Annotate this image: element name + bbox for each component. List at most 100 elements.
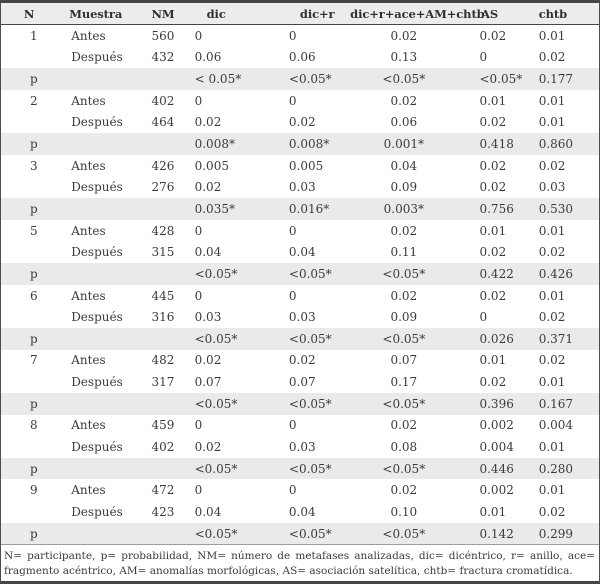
cell: 0.02 [479,115,507,130]
column-header-n: N [1,3,58,25]
table-row-p: p <0.05* <0.05* <0.05* 0.142 0.299 [1,522,599,545]
header-row: N Muestra NM dic dic+r dic+r+ace+AM+chtb… [1,3,599,25]
results-table: N Muestra NM dic dic+r dic+r+ace+AM+chtb… [1,3,599,545]
cell: 0.07 [288,375,316,390]
cell: 0.02 [390,93,418,108]
cell: 472 [151,483,175,498]
cell: <0.05* [350,68,458,90]
table-row-p: p <0.05* <0.05* <0.05* 0.422 0.426 [1,263,599,285]
cell: 0.13 [390,50,418,65]
cell: 0.09 [390,310,418,325]
cell: 0.002 [479,418,514,433]
table-row-antes: 5 Antes 428 0 0 0.02 0.01 0.01 [1,220,599,242]
cell: 0.02 [479,245,507,260]
cell: 0.008* [273,133,351,155]
cell: 0.02 [194,180,222,195]
cell [57,392,142,415]
cell [1,241,57,263]
cell: <0.05* [350,522,458,545]
cell [1,306,57,328]
cell: 560 [151,28,175,43]
cell [1,371,57,393]
cell: Después [71,439,123,454]
cell: 0.02 [479,158,507,173]
cell: 0.01 [538,223,566,238]
cell: 0 [288,418,297,433]
cell: 0.02 [538,50,566,65]
cell: 0.02 [194,115,222,130]
cell: 0 [194,288,203,303]
cell: 0.008* [187,133,274,155]
cell [57,522,142,545]
table-row-p: p 0.008* 0.008* 0.001* 0.418 0.860 [1,133,599,155]
column-header-nm: NM [141,3,188,25]
cell: 0 [288,28,297,43]
cell: 0.02 [390,483,418,498]
table-row-despues: Después 317 0.07 0.07 0.17 0.02 0.01 [1,371,599,393]
cell: 0.02 [479,288,507,303]
column-header-dic: dic [187,3,274,25]
table-row-antes: 1 Antes 560 0 0 0.02 0.02 0.01 [1,25,599,47]
cell: 0.005 [194,158,229,173]
cell: Antes [71,288,106,303]
cell: Antes [71,93,106,108]
cell: 0 [194,418,203,433]
cell: <0.05* [273,522,351,545]
cell: 0.142 [457,522,522,545]
cell: 0.418 [457,133,522,155]
cell: 0.756 [457,198,522,220]
cell: 0.10 [390,504,418,519]
cell: Después [71,180,123,195]
column-header-as: AS [457,3,522,25]
cell: <0.05* [273,457,351,480]
cell: Después [71,310,123,325]
cell: p [1,522,58,545]
cell: 0.02 [479,375,507,390]
cell: 0 [194,483,203,498]
table-footnote: N= participante, p= probabilidad, NM= nú… [1,544,599,581]
cell: 0 [288,93,297,108]
cell [57,68,142,90]
cell [1,436,57,458]
table-row-p: p < 0.05* <0.05* <0.05* <0.05* 0.177 [1,68,599,90]
cell: 0.003* [350,198,458,220]
cell: 0.005 [288,158,324,173]
cell: 7 [30,353,38,368]
cell: 402 [151,439,175,454]
table-row-antes: 3 Antes 426 0.005 0.005 0.04 0.02 0.02 [1,155,599,177]
cell: 0.04 [288,504,316,519]
table-row-p: p <0.05* <0.05* <0.05* 0.446 0.280 [1,457,599,480]
cell: <0.05* [187,522,274,545]
cell: 0.01 [538,115,566,130]
cell: 0.03 [288,310,316,325]
cell: 0.01 [479,223,507,238]
cell: 432 [151,50,175,65]
cell: 0.02 [288,353,316,368]
cell: 0.03 [194,310,222,325]
cell [141,198,188,220]
cell: 0.426 [521,263,599,285]
cell [141,68,188,90]
cell: 0.446 [457,457,522,480]
cell: p [1,327,58,350]
cell: 0.035* [187,198,274,220]
cell: 0.02 [390,418,418,433]
cell: 0.280 [521,457,599,480]
cell: 0.07 [194,375,222,390]
cell: 426 [151,158,175,173]
cell: < 0.05* [187,68,274,90]
cell: Después [71,504,123,519]
cell: 316 [151,310,175,325]
cell [141,133,188,155]
cell: 0.17 [390,375,418,390]
cell: 0.04 [194,245,222,260]
cell: p [1,133,58,155]
cell: 0.02 [288,115,316,130]
cell: 0 [479,50,488,65]
cell: 0.01 [479,93,507,108]
cell [141,392,188,415]
column-header-combo: dic+r+ace+AM+chtb [350,3,485,25]
table-row-antes: 8 Antes 459 0 0 0.02 0.002 0.004 [1,415,599,437]
cell: 5 [30,223,38,238]
